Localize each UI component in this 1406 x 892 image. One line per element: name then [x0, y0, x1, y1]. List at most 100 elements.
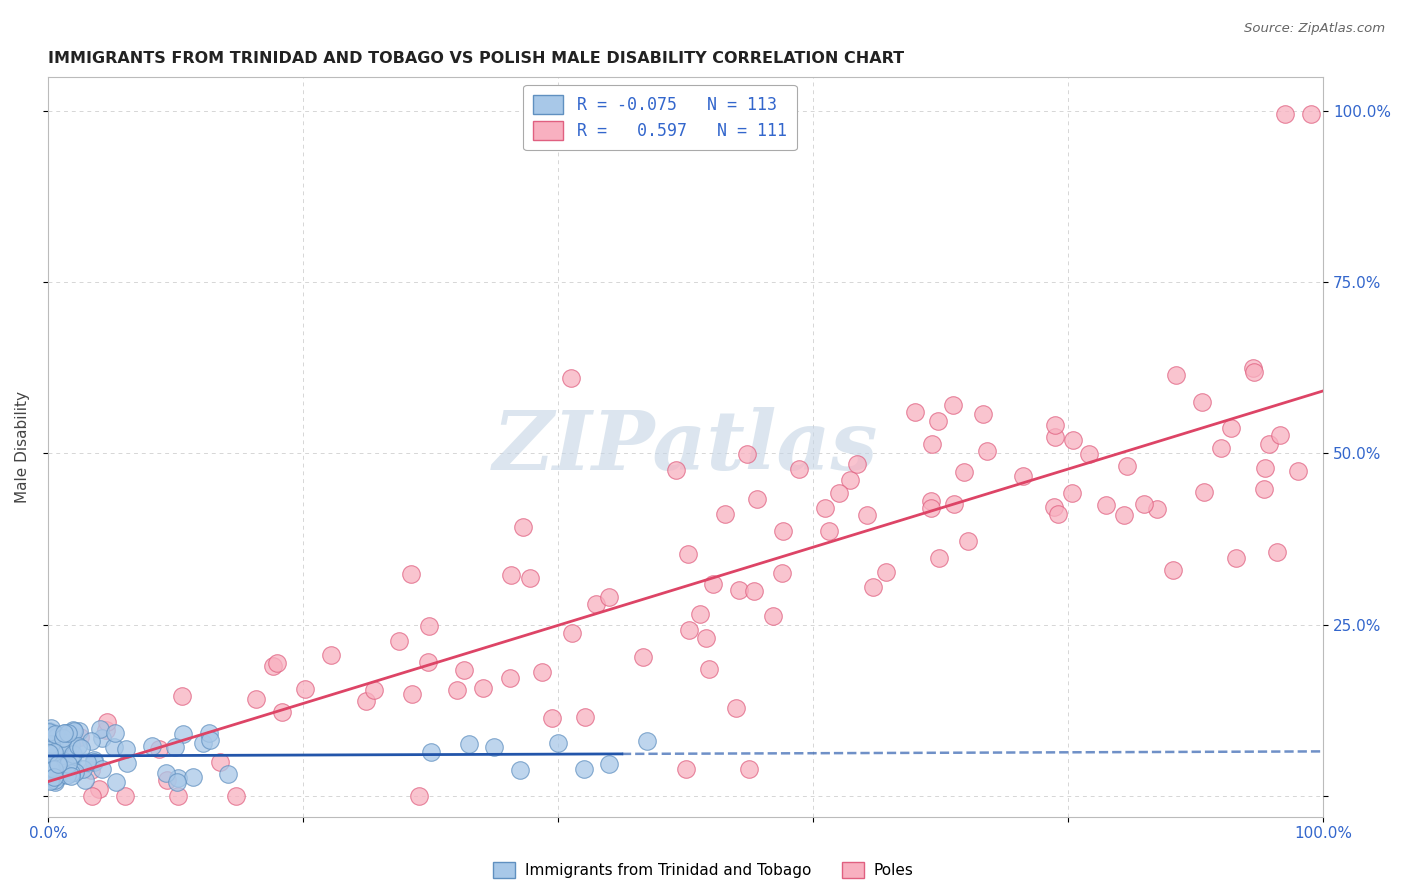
Text: ZIPatlas: ZIPatlas: [494, 407, 879, 486]
Point: [49, 748, 72, 763]
Point: [572, 762, 595, 776]
Point: [1192, 485, 1215, 500]
Point: [163, 740, 186, 755]
Point: [72, 762, 94, 776]
Point: [42, 770, 65, 784]
Point: [172, 690, 194, 704]
Point: [921, 436, 943, 450]
Point: [1114, 508, 1136, 523]
Point: [1062, 486, 1084, 500]
Point: [44, 773, 66, 788]
Point: [39, 759, 62, 773]
Point: [838, 474, 860, 488]
Legend: R = -0.075   N = 113, R =   0.597   N = 111: R = -0.075 N = 113, R = 0.597 N = 111: [523, 85, 797, 150]
Point: [39, 771, 62, 785]
Point: [1254, 460, 1277, 475]
Point: [62, 723, 84, 737]
Point: [598, 757, 620, 772]
Point: [69, 730, 91, 744]
Point: [41, 740, 63, 755]
Point: [39, 747, 62, 761]
Point: [41, 760, 63, 774]
Point: [856, 508, 879, 522]
Point: [104, 726, 127, 740]
Point: [166, 775, 188, 789]
Point: [1062, 433, 1084, 447]
Point: [1253, 482, 1275, 496]
Point: [63, 765, 86, 780]
Point: [484, 739, 506, 754]
Point: [574, 710, 596, 724]
Point: [1146, 501, 1168, 516]
Point: [714, 507, 737, 521]
Point: [772, 524, 794, 539]
Point: [62, 747, 84, 762]
Point: [51, 752, 73, 766]
Y-axis label: Male Disability: Male Disability: [15, 391, 30, 502]
Point: [52, 731, 75, 745]
Point: [39, 731, 62, 745]
Point: [115, 756, 138, 771]
Point: [37, 754, 59, 768]
Point: [388, 633, 411, 648]
Point: [65, 765, 87, 780]
Point: [262, 659, 284, 673]
Point: [585, 597, 607, 611]
Point: [39, 774, 62, 789]
Point: [1115, 459, 1137, 474]
Point: [457, 738, 479, 752]
Point: [862, 580, 884, 594]
Point: [49, 738, 72, 752]
Point: [416, 656, 439, 670]
Point: [446, 683, 468, 698]
Point: [1043, 500, 1066, 514]
Point: [45, 730, 67, 744]
Point: [56, 768, 79, 782]
Point: [181, 770, 204, 784]
Point: [1243, 365, 1265, 379]
Point: [1265, 545, 1288, 559]
Point: [80, 733, 103, 747]
Point: [952, 465, 974, 479]
Point: [48, 742, 70, 756]
Point: [156, 772, 179, 787]
Point: [598, 591, 620, 605]
Point: [56, 726, 79, 740]
Point: [697, 662, 720, 676]
Point: [41, 763, 63, 777]
Point: [1209, 441, 1232, 455]
Point: [42, 763, 65, 777]
Point: [319, 648, 342, 662]
Point: [38, 723, 60, 738]
Text: Source: ZipAtlas.com: Source: ZipAtlas.com: [1244, 22, 1385, 36]
Point: [41, 738, 63, 752]
Point: [1045, 430, 1067, 444]
Point: [928, 550, 950, 565]
Point: [1274, 107, 1296, 121]
Point: [59, 769, 82, 783]
Point: [742, 584, 765, 599]
Point: [689, 607, 711, 621]
Point: [42, 757, 65, 772]
Point: [1164, 368, 1187, 382]
Point: [51, 735, 73, 749]
Point: [39, 746, 62, 760]
Point: [271, 705, 294, 719]
Point: [198, 732, 221, 747]
Point: [44, 775, 66, 789]
Point: [1012, 468, 1035, 483]
Point: [453, 663, 475, 677]
Point: [76, 755, 98, 769]
Point: [1161, 563, 1184, 577]
Point: [38, 724, 60, 739]
Point: [103, 739, 125, 754]
Point: [42, 728, 65, 742]
Point: [104, 774, 127, 789]
Point: [920, 500, 942, 515]
Point: [38, 740, 60, 755]
Point: [976, 443, 998, 458]
Point: [547, 736, 569, 750]
Point: [41, 726, 63, 740]
Point: [45, 769, 67, 783]
Point: [363, 682, 385, 697]
